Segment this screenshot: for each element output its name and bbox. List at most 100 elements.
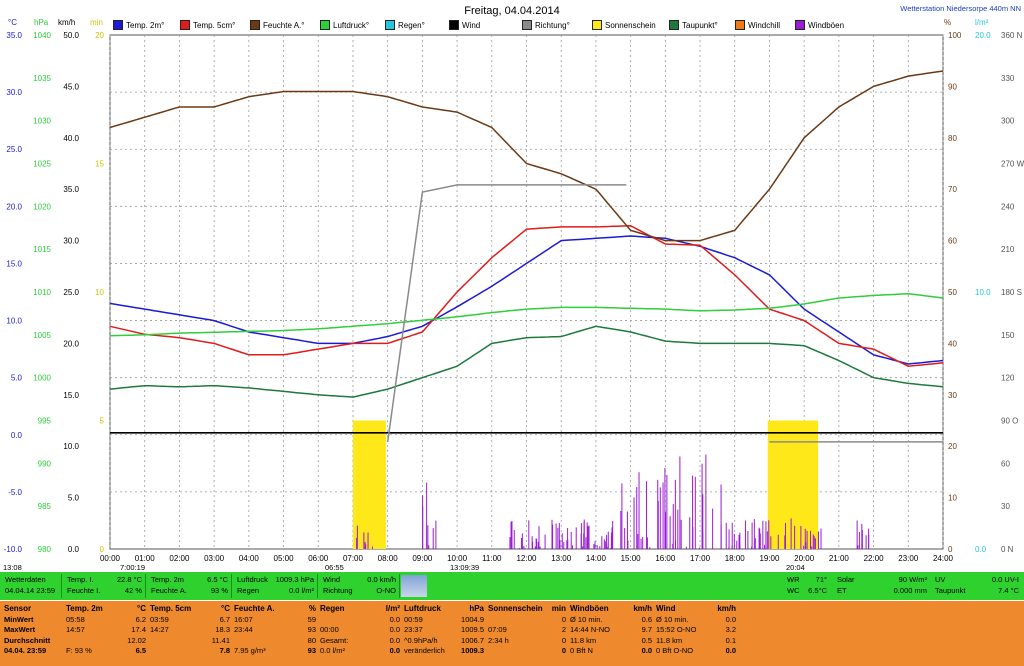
stats-cell-time: 14:57: [66, 625, 85, 634]
status-wr-wc: WR 71° WC 6.5°C: [784, 574, 830, 598]
axis-celsius-tick: -10.0: [4, 545, 23, 554]
axis-percent-tick: 100: [948, 31, 962, 40]
stats-cell-row: veränderlich 1009.3: [404, 646, 484, 657]
stats-cell-row: 80: [234, 636, 316, 647]
legend-label: Temp. 5cm°: [193, 20, 236, 30]
stats-column: Regen l/m² 0.0 00:00 0.0 Gesamt: 0.0 0.0 l/m² 0.…: [320, 604, 400, 657]
axis-unit-celsius: °C: [8, 18, 17, 27]
stats-cell-time: 07:09: [488, 625, 507, 634]
stats-cell-value: 93: [307, 625, 316, 634]
stats-cell-row: 11.8 km 0.1: [656, 636, 736, 647]
stats-column: Feuchte A.% 16:07 59 23:44 93 80 7.95 g/m³ 93: [234, 604, 316, 657]
axis-x-tick: 06:00: [308, 554, 329, 563]
stats-cell-row: 00:00 0.0: [320, 625, 400, 636]
stats-cell-time: ^0.9hPa/h: [404, 635, 438, 645]
stats-cell-value: 12.02: [127, 635, 146, 645]
stats-label-min: MinWert: [4, 614, 34, 624]
stats-label-max: MaxWert: [4, 625, 36, 634]
stats-column-header: Windböen km/h: [570, 604, 652, 615]
stats-cell-row: 23:37 1009.5: [404, 625, 484, 636]
status-solar: 90 W/m²: [898, 575, 927, 584]
legend-swatch: [180, 20, 190, 30]
stats-cell-value: 0.0: [389, 635, 400, 645]
status-et: 0.000 mm: [893, 586, 927, 595]
time-mark-sunset: 20:04: [786, 563, 805, 572]
stats-column: Windböen km/h Ø 10 min. 0.6 14:44 N-NO 9.7 11.…: [570, 604, 652, 657]
axis-wind-dir-tick: 270 W: [1001, 160, 1024, 169]
stats-column-header: Regen l/m²: [320, 604, 400, 615]
axis-wind-dir-tick: 210: [1001, 245, 1015, 254]
legend-swatch: [385, 20, 395, 30]
axis-x-tick: 13:00: [551, 554, 572, 563]
axis-unit-min: min: [90, 18, 103, 27]
stats-column-header: Temp. 5cm °C: [150, 604, 230, 615]
legend-swatch: [735, 20, 745, 30]
stats-cell-row: F: 93 % 6.5: [66, 646, 146, 657]
axis-x-tick: 15:00: [621, 554, 642, 563]
axis-celsius-tick: 0.0: [11, 431, 23, 440]
stats-header-unit: km/h: [717, 604, 736, 613]
stats-cell-value: 0.1: [725, 635, 736, 645]
axis-x-tick: 22:00: [864, 554, 885, 563]
status-wind: Wind 0.0 km/h Richtung O-NO: [320, 574, 400, 598]
time-mark-left: 13:08: [3, 563, 22, 572]
sunshine-bar: [352, 420, 386, 549]
axis-hpa-tick: 985: [38, 502, 52, 511]
axis-wind-dir-tick: 240: [1001, 202, 1015, 211]
legend-label: Luftdruck°: [333, 20, 370, 30]
stats-column-header: Sonnenschein min: [488, 604, 566, 615]
axis-hpa-tick: 1025: [33, 160, 51, 169]
status-wr: 71°: [815, 575, 827, 584]
axis-wind-dir-tick: 30: [1001, 502, 1010, 511]
time-mark-noon: 13:09:39: [450, 563, 480, 572]
stats-cell-value: 0: [561, 635, 566, 645]
axis-percent-tick: 10: [948, 494, 957, 503]
stats-cell-time: 16:07: [234, 614, 253, 624]
station-name: Wetterstation Niedersorpe 440m NN: [900, 4, 1021, 13]
axis-hpa-tick: 1035: [33, 74, 51, 83]
axis-celsius-tick: 5.0: [11, 374, 23, 383]
stats-cell-value: 18.3: [215, 625, 230, 634]
status-wetterdaten: Wetterdaten 04.04.14 23:59: [2, 574, 62, 598]
series-line: [109, 325, 944, 398]
stats-cell-time: Ø 10 min.: [570, 614, 603, 624]
axis-hpa-tick: 995: [38, 417, 52, 426]
stats-header-unit: °C: [221, 604, 230, 613]
axis-kmh-tick: 5.0: [68, 494, 80, 503]
axis-unit-kmh: km/h: [58, 18, 75, 27]
stats-cell-row: 03:59 6.7: [150, 615, 230, 626]
status-luftdruck-label: Luftdruck: [237, 575, 268, 584]
stats-cell-row: 0: [488, 646, 566, 657]
axis-x-tick: 04:00: [239, 554, 260, 563]
stats-column-header: Temp. 2m °C: [66, 604, 146, 615]
stats-cell-time: veränderlich: [404, 646, 445, 655]
stats-column-header: Feuchte A.%: [234, 604, 316, 615]
axis-celsius-tick: 20.0: [6, 202, 22, 211]
axis-x-tick: 11:00: [482, 554, 502, 563]
status-feuchte-a: 93 %: [210, 586, 228, 595]
stats-cell-value: 9.7: [641, 625, 652, 634]
stats-header-label: Windböen: [570, 604, 609, 613]
status-uv: 0.0 UV-I: [991, 575, 1019, 584]
status-wind-label: Wind: [323, 575, 341, 584]
status-indoor: Temp. I. 22.8 °C Feuchte I. 42 %: [64, 574, 146, 598]
stats-cell-time: 03:59: [150, 614, 169, 624]
axis-celsius-tick: 10.0: [6, 317, 22, 326]
stats-header-label: Temp. 2m: [66, 604, 103, 613]
legend-label: Wind: [462, 20, 481, 30]
axis-wind-dir-tick: 180 S: [1001, 288, 1022, 297]
axis-lm2-tick: 20.0: [975, 31, 991, 40]
legend-label: Sonnenschein: [605, 20, 656, 30]
stats-header-label: Luftdruck: [404, 604, 441, 613]
stats-cell-value: 0.0: [389, 614, 400, 624]
axis-hpa-tick: 990: [38, 459, 52, 468]
legend-item: Sonnenschein: [592, 19, 656, 31]
stats-cell-row: 15:52 O-NO 3.2: [656, 625, 736, 636]
status-richtung: O-NO: [376, 586, 396, 595]
stats-cell-value: 1004.9: [461, 614, 484, 624]
legend-label: Windchill: [748, 20, 781, 30]
stats-header-unit: °C: [137, 604, 146, 613]
stats-cell-row: 0.0 l/m² 0.0: [320, 646, 400, 657]
stats-cell-time: Ø 10 min.: [656, 614, 689, 624]
axis-x-tick: 07:00: [343, 554, 364, 563]
